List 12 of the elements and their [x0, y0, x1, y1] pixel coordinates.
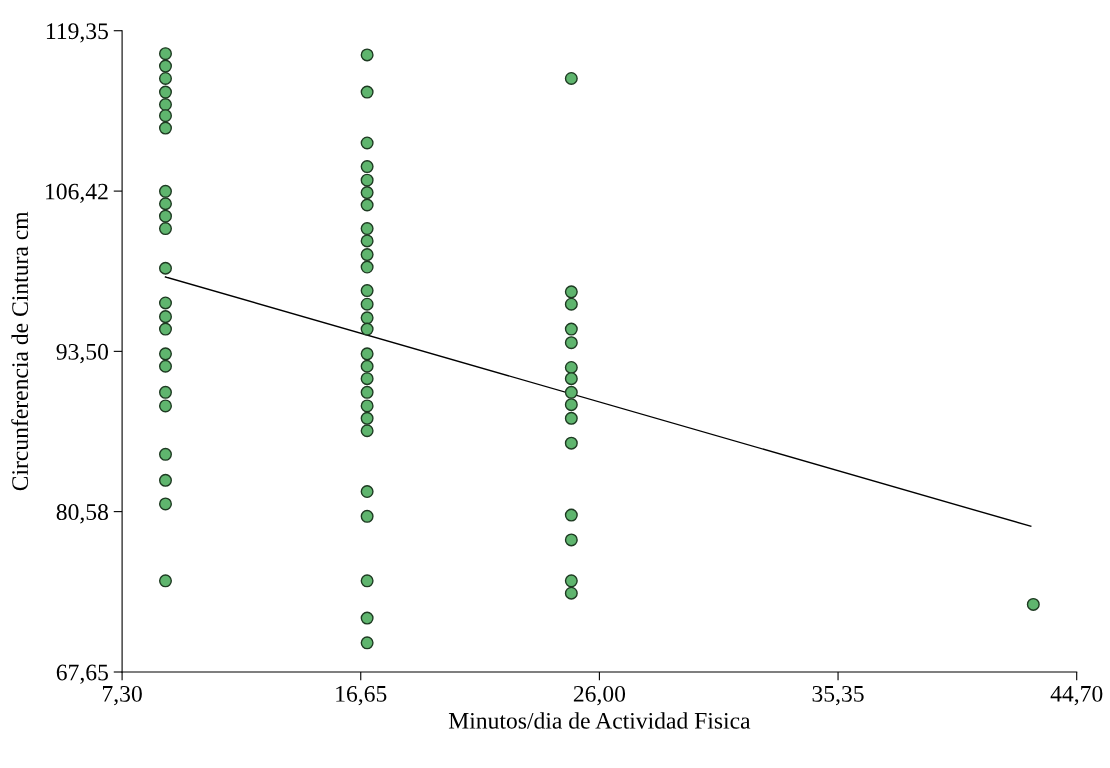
x-tick-label: 26,00	[573, 685, 626, 706]
x-tick-label: 7,30	[103, 685, 142, 706]
y-axis-title: Circunferencia de Cintura cm	[11, 211, 29, 491]
x-tick-label: 44,70	[1050, 685, 1103, 706]
x-tick-label: 16,65	[336, 685, 387, 706]
y-tick-label: 93,50	[56, 343, 109, 364]
y-tick-label: 106,42	[46, 183, 108, 203]
x-tick-label: 35,35	[812, 685, 864, 706]
y-tick-label: 80,58	[56, 504, 109, 524]
y-tick-label: 67,65	[56, 664, 108, 684]
x-axis-title: Minutos/dia de Actividad Fisica	[448, 712, 751, 729]
y-tick-label: 119,35	[46, 23, 108, 43]
